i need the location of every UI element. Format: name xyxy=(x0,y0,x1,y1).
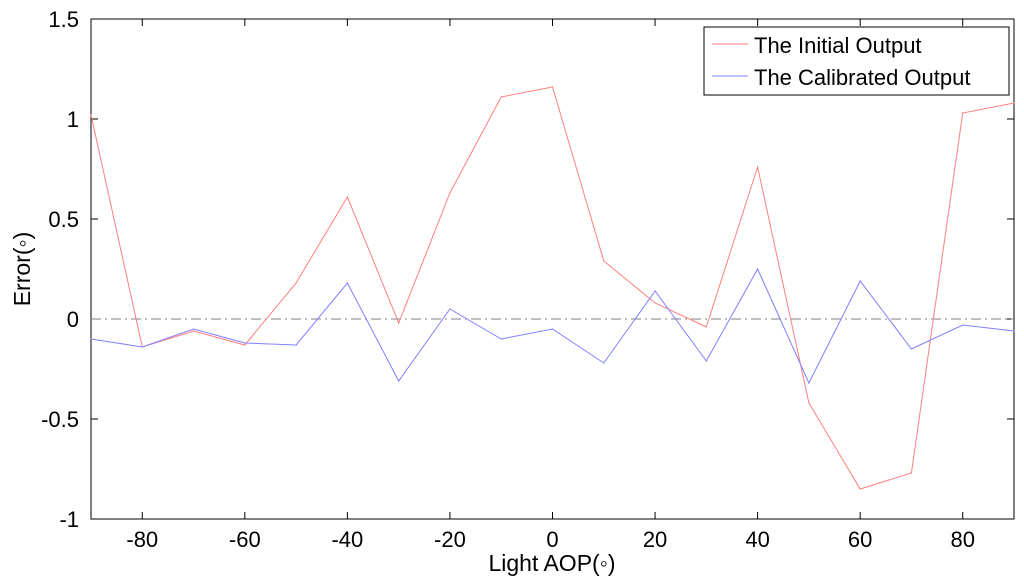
x-tick-label: 40 xyxy=(745,527,769,552)
data-point xyxy=(244,344,246,346)
data-point xyxy=(398,322,400,324)
data-point xyxy=(192,330,195,332)
data-point xyxy=(295,344,297,346)
data-point xyxy=(90,338,92,340)
data-point xyxy=(295,282,297,284)
data-point xyxy=(192,328,195,330)
x-tick-label: 20 xyxy=(643,527,667,552)
data-point xyxy=(1013,102,1015,104)
x-tick-label: -20 xyxy=(434,527,466,552)
data-point xyxy=(705,326,707,328)
data-point xyxy=(449,308,451,310)
x-tick-labels: -80 -60 -40 -20 0 20 40 60 80 xyxy=(126,527,975,552)
data-point xyxy=(859,280,861,282)
x-tick-label: -80 xyxy=(126,527,158,552)
x-axis-label: Light AOP(◦) xyxy=(488,550,615,576)
data-point xyxy=(551,328,554,330)
axis-ticks xyxy=(91,18,1014,520)
data-point xyxy=(757,166,759,168)
data-point xyxy=(90,114,92,116)
data-point xyxy=(500,338,502,340)
data-point xyxy=(962,324,964,326)
data-point xyxy=(500,96,502,98)
data-point xyxy=(244,342,246,344)
x-tick-label: -40 xyxy=(331,527,363,552)
legend-box xyxy=(703,26,1010,96)
x-tick-label: -60 xyxy=(229,527,261,552)
data-point xyxy=(141,346,143,348)
legend-label-2: The Calibrated Output xyxy=(754,65,970,90)
data-point xyxy=(1013,330,1015,332)
x-tick-label: 60 xyxy=(848,527,872,552)
y-tick-label: 0 xyxy=(67,307,79,332)
y-tick-labels: -1 -0.5 0 0.5 1 1.5 xyxy=(41,7,79,532)
data-point xyxy=(603,362,605,364)
data-point xyxy=(808,382,810,384)
series-layer xyxy=(90,86,1015,490)
y-axis-label: Error(◦) xyxy=(9,232,35,307)
data-point xyxy=(654,290,656,292)
x-tick-label: 80 xyxy=(950,527,974,552)
y-tick-label: 0.5 xyxy=(48,207,79,232)
x-tick-label: 0 xyxy=(546,527,558,552)
data-point xyxy=(757,268,759,270)
data-point xyxy=(654,302,656,304)
data-point xyxy=(910,348,913,350)
data-point xyxy=(808,402,810,404)
data-point xyxy=(705,360,707,362)
y-tick-label: -1 xyxy=(59,507,79,532)
data-point xyxy=(398,380,400,382)
data-point xyxy=(962,112,964,114)
data-point xyxy=(859,488,861,490)
data-point xyxy=(346,196,348,198)
data-point xyxy=(551,86,554,88)
data-point xyxy=(449,192,451,194)
data-point xyxy=(603,260,605,262)
y-tick-label: -0.5 xyxy=(41,407,79,432)
data-point xyxy=(346,282,348,284)
y-tick-label: 1 xyxy=(67,107,79,132)
y-tick-label: 1.5 xyxy=(48,7,79,32)
plot-area xyxy=(90,18,1015,520)
legend-label-1: The Initial Output xyxy=(754,33,922,58)
data-point xyxy=(910,472,913,474)
legend: The Initial Output The Calibrated Output xyxy=(703,26,1010,96)
